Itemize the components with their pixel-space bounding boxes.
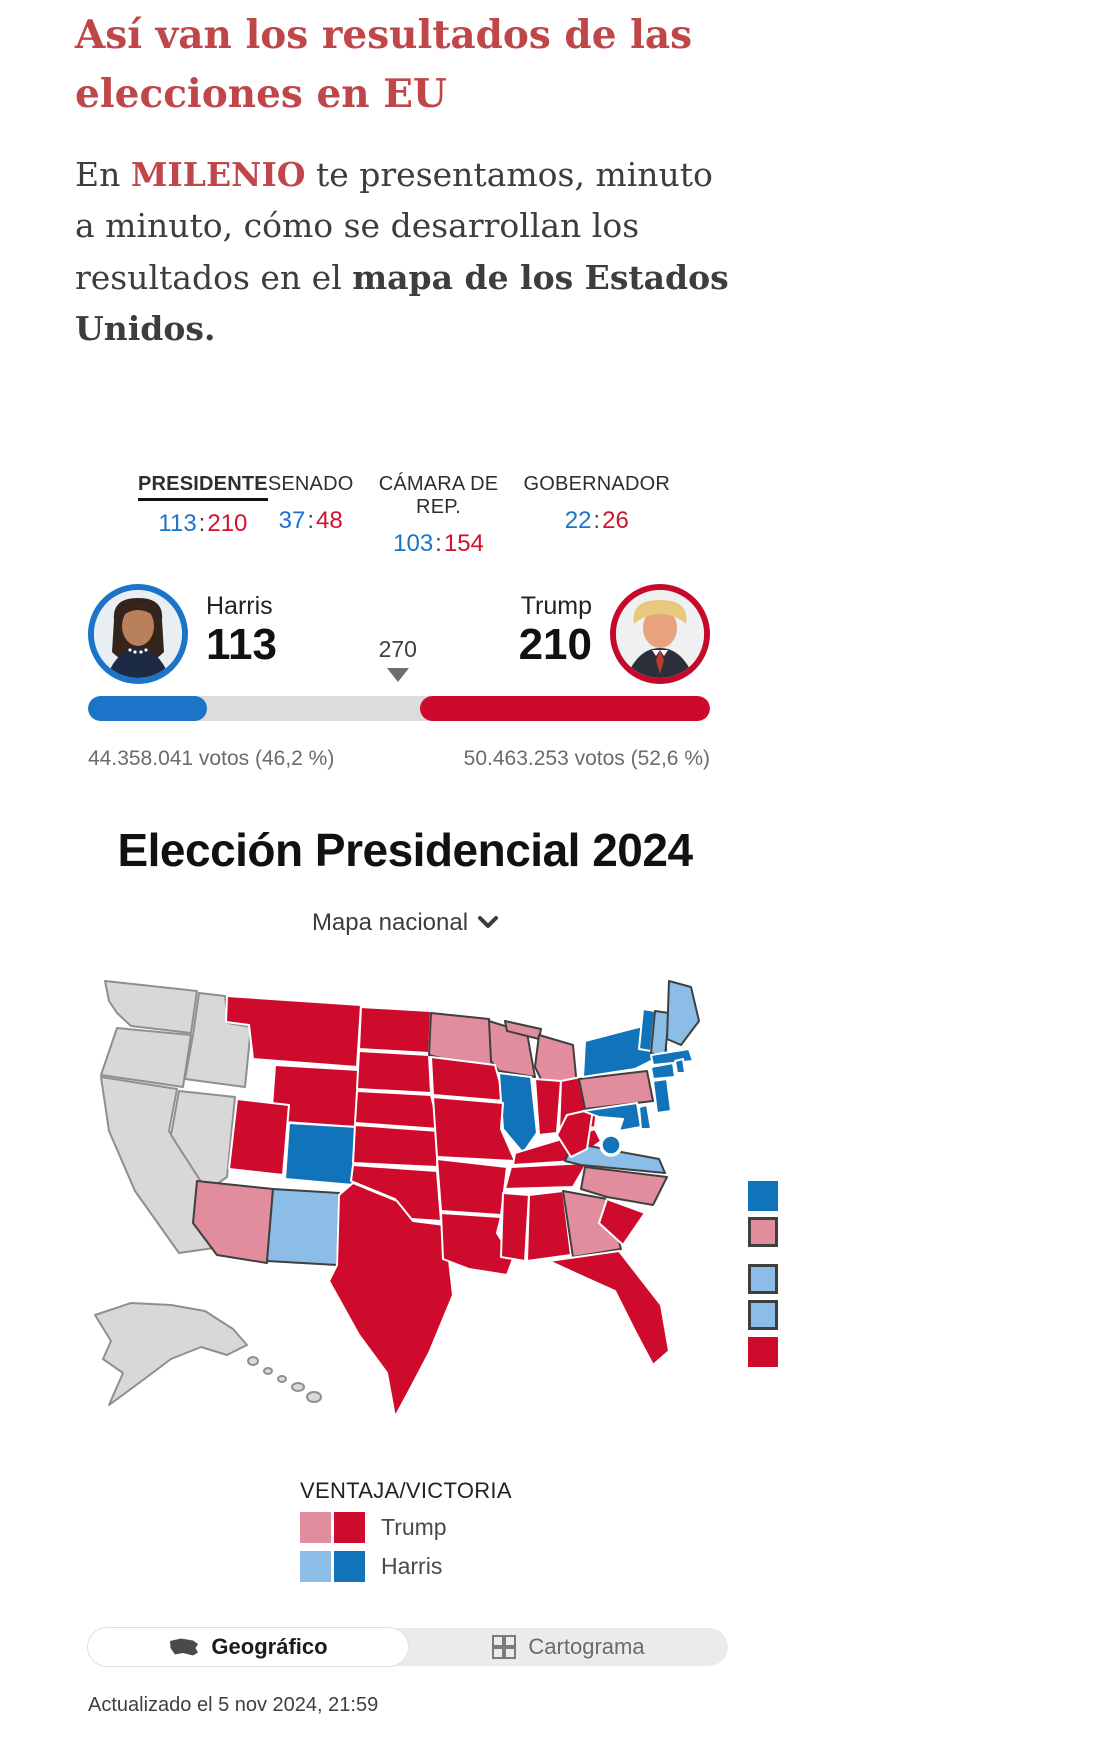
tab-camara[interactable]: CÁMARA DE REP. 103:154 bbox=[353, 473, 523, 558]
trump-victory-swatch bbox=[334, 1511, 365, 1543]
candidates-row: Harris 113 270 Trump 210 bbox=[88, 583, 710, 684]
legend-row-trump: Trump bbox=[300, 1511, 735, 1543]
harris-portrait-illustration bbox=[94, 589, 182, 678]
cartogram-grid-icon bbox=[492, 1634, 517, 1659]
tab-label[interactable]: GOBERNADOR bbox=[523, 472, 670, 495]
tab-label[interactable]: PRESIDENTE bbox=[138, 473, 268, 501]
tab-senado[interactable]: SENADO 37:48 bbox=[268, 473, 354, 558]
trump-text: Trump 210 bbox=[519, 584, 592, 684]
tab-score: 103:154 bbox=[353, 530, 523, 558]
toggle-geographic-label[interactable]: Geográfico bbox=[211, 1633, 328, 1659]
dem-count: 22 bbox=[564, 506, 592, 534]
trump-bar-segment bbox=[420, 695, 710, 721]
trump-block: Trump 210 bbox=[519, 583, 710, 684]
tab-presidente[interactable]: PRESIDENTE 113:210 bbox=[138, 473, 268, 558]
trump-name: Trump bbox=[520, 591, 592, 620]
toggle-cartogram[interactable]: Cartograma bbox=[408, 1628, 728, 1666]
tab-score: 37:48 bbox=[268, 507, 354, 535]
side-legend-swatch bbox=[748, 1216, 778, 1247]
separator: : bbox=[435, 529, 442, 557]
trump-portrait-illustration bbox=[616, 589, 704, 678]
map-view-dropdown-label[interactable]: Mapa nacional bbox=[311, 908, 469, 936]
rep-count: 48 bbox=[315, 506, 343, 534]
article-intro: En MILENIO te presentamos, minuto a minu… bbox=[75, 149, 735, 355]
article-headline: Así van los resultados de las elecciones… bbox=[75, 12, 693, 117]
tab-score: 113:210 bbox=[138, 510, 268, 538]
map-title: Elección Presidencial 2024 bbox=[117, 823, 693, 876]
dem-count: 37 bbox=[278, 506, 306, 534]
trump-lead-swatch bbox=[300, 1511, 331, 1543]
brand-milenio: MILENIO bbox=[130, 155, 306, 194]
side-legend-swatch bbox=[748, 1180, 778, 1211]
harris-text: Harris 113 bbox=[206, 584, 277, 684]
side-legend-swatch bbox=[748, 1263, 778, 1294]
harris-lead-swatch bbox=[300, 1550, 331, 1582]
legend-row-harris: Harris bbox=[300, 1550, 735, 1582]
scoreboard: PRESIDENTE 113:210 SENADO 37:48 CÁMARA D… bbox=[88, 473, 710, 771]
harris-bar-segment bbox=[88, 695, 207, 721]
legend-label-harris: Harris bbox=[381, 1552, 443, 1579]
harris-avatar bbox=[88, 583, 188, 684]
side-legend-swatch bbox=[748, 1336, 778, 1367]
toggle-cartogram-label[interactable]: Cartograma bbox=[528, 1633, 645, 1659]
toggle-geographic[interactable]: Geográfico bbox=[88, 1627, 408, 1666]
map-view-dropdown[interactable]: Mapa nacional bbox=[75, 909, 735, 937]
intro-text: te presentamos, minuto a minuto, cómo se… bbox=[75, 155, 713, 297]
separator: : bbox=[593, 506, 601, 534]
dem-count: 103 bbox=[393, 529, 434, 557]
map-side-legend bbox=[748, 1180, 778, 1367]
threshold-marker: 270 bbox=[277, 584, 519, 684]
chevron-down-icon bbox=[478, 916, 499, 929]
rep-count: 154 bbox=[443, 529, 484, 557]
us-choropleth-map[interactable] bbox=[75, 963, 815, 1438]
rep-count: 210 bbox=[207, 509, 248, 537]
tab-label[interactable]: CÁMARA DE REP. bbox=[378, 472, 499, 518]
side-legend-swatch bbox=[748, 1299, 778, 1330]
separator: : bbox=[198, 509, 206, 537]
separator: : bbox=[307, 506, 314, 534]
threshold-label: 270 bbox=[378, 635, 417, 662]
trump-electoral-votes: 210 bbox=[518, 619, 592, 669]
intro-text-bold: mapa de los Estados Unidos. bbox=[75, 257, 729, 349]
us-election-map bbox=[75, 963, 815, 1438]
harris-name: Harris bbox=[206, 591, 273, 620]
us-map-icon bbox=[170, 1638, 199, 1656]
map-type-toggle: Geográfico Cartograma bbox=[88, 1627, 728, 1666]
harris-electoral-votes: 113 bbox=[206, 619, 277, 669]
popular-votes-row: 44.358.041 votos (46,2 %) 50.463.253 vot… bbox=[88, 747, 710, 771]
map-legend: VENTAJA/VICTORIA Trump Harris bbox=[300, 1478, 735, 1582]
map-legend-title: VENTAJA/VICTORIA bbox=[300, 1477, 512, 1503]
tab-label[interactable]: SENADO bbox=[267, 472, 354, 495]
dem-count: 113 bbox=[158, 509, 197, 537]
trump-avatar bbox=[610, 583, 710, 684]
tab-score: 22:26 bbox=[524, 507, 670, 535]
remaining-bar-segment bbox=[207, 696, 420, 721]
dc-marker bbox=[599, 1133, 623, 1157]
threshold-arrow-icon bbox=[386, 667, 409, 682]
harris-votes-text: 44.358.041 votos (46,2 %) bbox=[88, 746, 335, 770]
electoral-votes-bar bbox=[88, 695, 710, 721]
race-tabs: PRESIDENTE 113:210 SENADO 37:48 CÁMARA D… bbox=[88, 473, 710, 558]
trump-votes-text: 50.463.253 votos (52,6 %) bbox=[463, 746, 710, 770]
tab-gobernador[interactable]: GOBERNADOR 22:26 bbox=[524, 473, 670, 558]
harris-block: Harris 113 bbox=[88, 583, 277, 684]
intro-text: En bbox=[75, 155, 131, 194]
legend-label-trump: Trump bbox=[381, 1513, 447, 1540]
updated-timestamp: Actualizado el 5 nov 2024, 21:59 bbox=[88, 1693, 379, 1716]
harris-victory-swatch bbox=[334, 1550, 365, 1582]
rep-count: 26 bbox=[602, 506, 629, 534]
